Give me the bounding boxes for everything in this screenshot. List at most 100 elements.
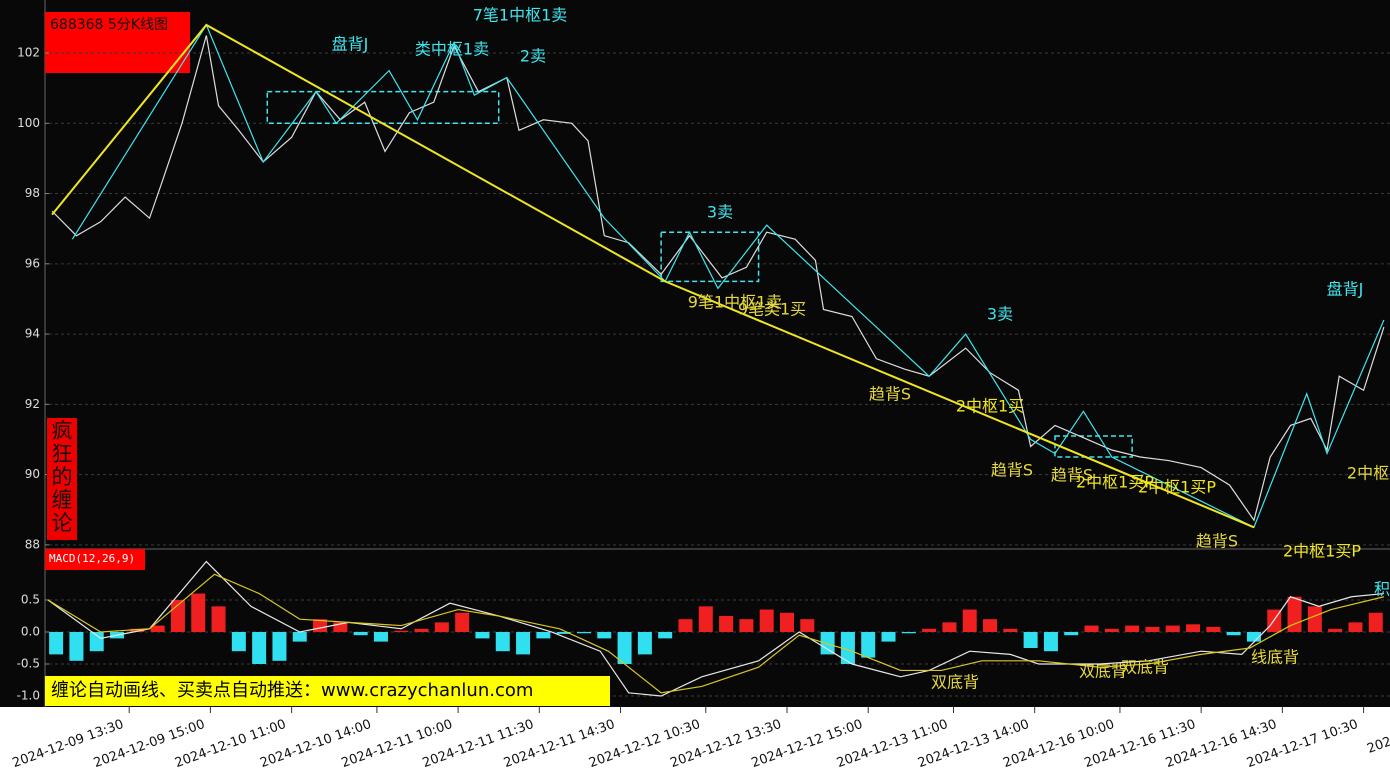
macd-bar bbox=[1003, 628, 1018, 632]
macd-bar bbox=[1043, 631, 1058, 652]
series-line bbox=[47, 573, 1385, 694]
macd-bar bbox=[983, 619, 998, 632]
macd-bar bbox=[516, 631, 531, 655]
macd-bar bbox=[1307, 606, 1322, 632]
macd-bar bbox=[1084, 625, 1099, 632]
annotation: 2中枢1买P bbox=[1283, 542, 1361, 561]
macd-bar bbox=[658, 631, 673, 639]
macd-bar bbox=[89, 631, 104, 652]
series-line bbox=[51, 23, 1255, 529]
macd-bar bbox=[881, 631, 896, 642]
macd-bar bbox=[69, 631, 84, 661]
macd-bar bbox=[1104, 628, 1119, 632]
side-label: 疯狂的缠论 bbox=[47, 418, 77, 540]
macd-bar bbox=[1328, 628, 1343, 632]
macd-bar bbox=[353, 631, 368, 636]
y-tick-label: 90 bbox=[25, 467, 40, 481]
macd-bar bbox=[637, 631, 652, 655]
macd-bar bbox=[536, 631, 551, 639]
macd-bar bbox=[861, 631, 876, 658]
annotation: 2中枢1买P bbox=[1138, 478, 1216, 497]
y-tick-label: 102 bbox=[17, 46, 40, 60]
macd-bar bbox=[252, 631, 267, 665]
y-tick-label: -0.5 bbox=[17, 657, 40, 671]
macd-bar bbox=[1023, 631, 1038, 648]
annotation: 3卖 bbox=[707, 203, 733, 222]
macd-bar bbox=[1368, 612, 1383, 632]
macd-bar bbox=[150, 625, 165, 632]
x-tick-label: 2024-12-17 bbox=[1365, 717, 1390, 757]
series-line bbox=[51, 35, 1385, 522]
macd-bar bbox=[211, 606, 226, 632]
banner: 缠论自动画线、买卖点自动推送：www.crazychanlun.com bbox=[45, 676, 610, 706]
y-tick-label: 100 bbox=[17, 116, 40, 130]
macd-bar bbox=[1348, 622, 1363, 632]
macd-bar bbox=[719, 615, 734, 632]
annotation: 盘背J bbox=[332, 35, 369, 54]
macd-bar bbox=[942, 622, 957, 632]
macd-bar bbox=[49, 631, 64, 655]
macd-bar bbox=[292, 631, 307, 642]
macd-bar bbox=[1206, 626, 1221, 632]
y-tick-label: 0.5 bbox=[21, 592, 40, 606]
annotation: 2中枢1买 bbox=[956, 397, 1024, 416]
macd-bar bbox=[1145, 626, 1160, 632]
annotation: 双底背 bbox=[931, 673, 979, 692]
macd-bar bbox=[1246, 631, 1261, 642]
annotation: 双底背 bbox=[1121, 658, 1169, 677]
y-tick-label: -1.0 bbox=[17, 689, 40, 703]
annotation: 2中枢1买P bbox=[1076, 473, 1154, 492]
macd-bar bbox=[1186, 624, 1201, 632]
macd-bar bbox=[1064, 631, 1079, 636]
annotation: 双底背 bbox=[1079, 662, 1127, 681]
macd-bar bbox=[617, 631, 632, 665]
macd-bar bbox=[130, 628, 145, 632]
macd-bar bbox=[779, 612, 794, 632]
macd-bar bbox=[373, 631, 388, 642]
series-line bbox=[47, 560, 1384, 697]
plot-background bbox=[0, 0, 1390, 707]
annotation: 积 bbox=[1374, 580, 1390, 599]
annotation: 9笔1中枢1卖 bbox=[688, 293, 783, 312]
annotation: 趋背S bbox=[991, 461, 1033, 480]
macd-bar bbox=[922, 628, 937, 632]
macd-bar bbox=[1226, 631, 1241, 636]
zhongshu-box bbox=[660, 231, 760, 283]
macd-bar bbox=[475, 631, 490, 639]
annotation: 盘背J bbox=[1327, 280, 1364, 299]
annotation: 7笔1中枢1卖 bbox=[473, 6, 568, 25]
macd-bar bbox=[556, 631, 571, 634]
macd-bar bbox=[901, 631, 916, 634]
y-tick-label: 96 bbox=[25, 256, 40, 270]
macd-bar bbox=[962, 609, 977, 632]
macd-bar bbox=[739, 619, 754, 632]
chart-title: 688368 5分K线图 bbox=[50, 17, 168, 33]
macd-bar bbox=[272, 631, 287, 661]
macd-bar bbox=[1165, 625, 1180, 632]
macd-bar bbox=[434, 622, 449, 632]
annotation: 2中枢 bbox=[1347, 464, 1389, 483]
annotation: 2卖 bbox=[520, 47, 546, 66]
macd-bar bbox=[597, 631, 612, 639]
macd-bar bbox=[698, 606, 713, 632]
annotation: 趋背S bbox=[1051, 466, 1093, 485]
macd-bar bbox=[455, 612, 470, 632]
macd-bar bbox=[333, 622, 348, 632]
annotation: 9笔类1买 bbox=[738, 300, 806, 319]
y-tick-label: 94 bbox=[25, 327, 40, 341]
macd-bar bbox=[1125, 625, 1140, 632]
macd-bar bbox=[840, 631, 855, 665]
macd-bar bbox=[191, 593, 206, 632]
y-tick-label: 0.0 bbox=[21, 624, 40, 638]
annotation: 3卖 bbox=[987, 305, 1013, 324]
y-tick-label: 92 bbox=[25, 397, 40, 411]
y-tick-label: 88 bbox=[25, 537, 40, 551]
annotation: 线底背 bbox=[1251, 648, 1299, 667]
macd-title: MACD(12,26,9) bbox=[49, 552, 135, 565]
macd-bar bbox=[394, 630, 409, 632]
macd-bar bbox=[576, 631, 591, 634]
annotation: 趋背S bbox=[1196, 532, 1238, 551]
series-line bbox=[71, 23, 1385, 529]
